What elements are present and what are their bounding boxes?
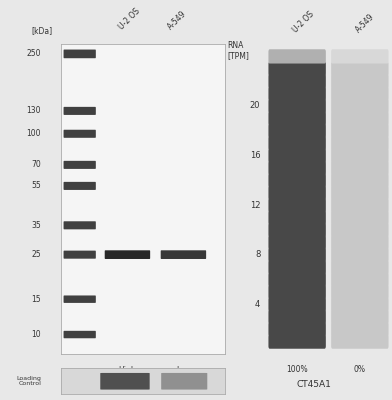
FancyBboxPatch shape (269, 136, 326, 150)
FancyBboxPatch shape (269, 210, 326, 225)
FancyBboxPatch shape (331, 99, 388, 113)
FancyBboxPatch shape (105, 250, 150, 259)
FancyBboxPatch shape (64, 331, 96, 338)
FancyBboxPatch shape (269, 74, 326, 88)
FancyBboxPatch shape (331, 161, 388, 175)
Text: 0%: 0% (354, 365, 366, 374)
Text: A-549: A-549 (354, 12, 376, 35)
FancyBboxPatch shape (269, 173, 326, 188)
FancyBboxPatch shape (331, 62, 388, 76)
FancyBboxPatch shape (331, 235, 388, 250)
FancyBboxPatch shape (269, 62, 326, 76)
Text: CT45A1: CT45A1 (296, 380, 331, 389)
FancyBboxPatch shape (100, 373, 150, 390)
FancyBboxPatch shape (64, 296, 96, 303)
Text: 100: 100 (27, 129, 41, 138)
FancyBboxPatch shape (269, 99, 326, 113)
FancyBboxPatch shape (269, 161, 326, 175)
Text: 130: 130 (27, 106, 41, 115)
Text: 12: 12 (250, 201, 260, 210)
FancyBboxPatch shape (331, 210, 388, 225)
FancyBboxPatch shape (64, 130, 96, 138)
Text: U-2 OS: U-2 OS (117, 7, 142, 32)
Text: Loading
Control: Loading Control (16, 376, 41, 386)
Text: 10: 10 (31, 330, 41, 339)
FancyBboxPatch shape (64, 221, 96, 229)
FancyBboxPatch shape (161, 250, 206, 259)
FancyBboxPatch shape (331, 297, 388, 312)
FancyBboxPatch shape (331, 260, 388, 274)
Text: RNA
[TPM]: RNA [TPM] (227, 41, 249, 60)
FancyBboxPatch shape (269, 260, 326, 274)
FancyBboxPatch shape (331, 124, 388, 138)
FancyBboxPatch shape (269, 86, 326, 101)
FancyBboxPatch shape (331, 111, 388, 126)
FancyBboxPatch shape (269, 124, 326, 138)
FancyBboxPatch shape (269, 223, 326, 237)
FancyBboxPatch shape (269, 148, 326, 163)
FancyBboxPatch shape (331, 198, 388, 212)
Text: 20: 20 (250, 102, 260, 110)
FancyBboxPatch shape (64, 107, 96, 115)
Text: 100%: 100% (286, 365, 308, 374)
FancyBboxPatch shape (331, 248, 388, 262)
FancyBboxPatch shape (331, 148, 388, 163)
Text: 15: 15 (31, 295, 41, 304)
FancyBboxPatch shape (331, 223, 388, 237)
Text: 55: 55 (31, 182, 41, 190)
FancyBboxPatch shape (269, 272, 326, 287)
Text: Low: Low (176, 366, 191, 375)
FancyBboxPatch shape (269, 285, 326, 299)
FancyBboxPatch shape (269, 310, 326, 324)
FancyBboxPatch shape (64, 161, 96, 169)
Text: 4: 4 (255, 300, 260, 309)
FancyBboxPatch shape (331, 86, 388, 101)
FancyBboxPatch shape (331, 173, 388, 188)
FancyBboxPatch shape (269, 297, 326, 312)
FancyBboxPatch shape (64, 182, 96, 190)
Text: U-2 OS: U-2 OS (291, 10, 316, 35)
FancyBboxPatch shape (269, 322, 326, 336)
FancyBboxPatch shape (331, 186, 388, 200)
Text: [kDa]: [kDa] (31, 26, 52, 35)
Text: 35: 35 (31, 221, 41, 230)
FancyBboxPatch shape (269, 49, 326, 64)
Text: 16: 16 (250, 151, 260, 160)
FancyBboxPatch shape (331, 334, 388, 349)
FancyBboxPatch shape (64, 251, 96, 259)
Text: 70: 70 (31, 160, 41, 169)
FancyBboxPatch shape (269, 186, 326, 200)
Text: High: High (118, 366, 136, 375)
FancyBboxPatch shape (161, 373, 207, 390)
FancyBboxPatch shape (331, 310, 388, 324)
FancyBboxPatch shape (269, 198, 326, 212)
FancyBboxPatch shape (331, 49, 388, 64)
Text: 250: 250 (27, 49, 41, 58)
Text: 25: 25 (31, 250, 41, 259)
FancyBboxPatch shape (269, 334, 326, 349)
FancyBboxPatch shape (269, 235, 326, 250)
FancyBboxPatch shape (331, 285, 388, 299)
FancyBboxPatch shape (331, 322, 388, 336)
Text: A-549: A-549 (166, 9, 189, 32)
FancyBboxPatch shape (331, 272, 388, 287)
Text: 8: 8 (255, 250, 260, 259)
FancyBboxPatch shape (331, 136, 388, 150)
FancyBboxPatch shape (64, 50, 96, 58)
FancyBboxPatch shape (331, 74, 388, 88)
FancyBboxPatch shape (269, 248, 326, 262)
FancyBboxPatch shape (269, 111, 326, 126)
